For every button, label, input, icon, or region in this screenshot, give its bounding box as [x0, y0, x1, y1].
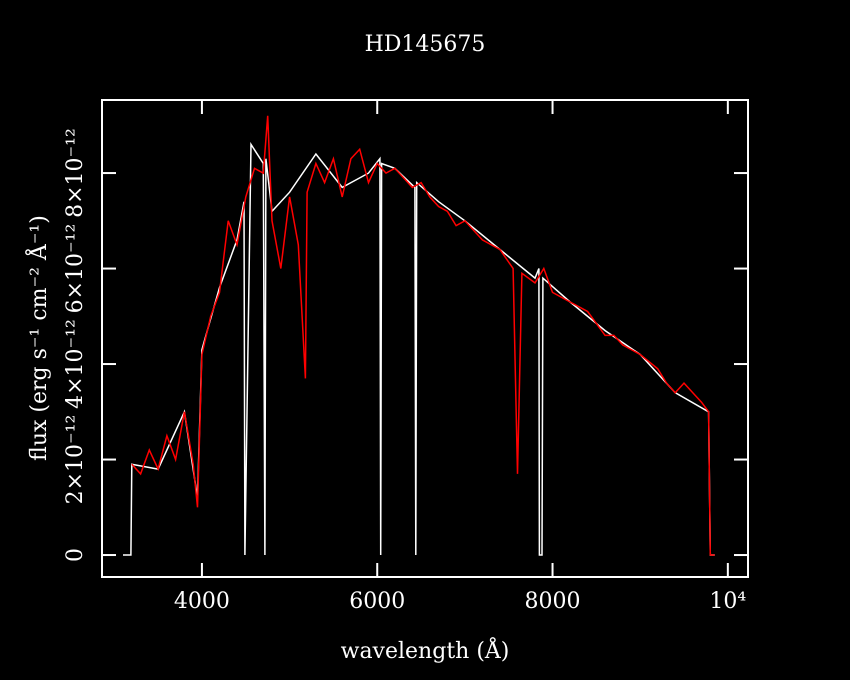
y-axis-label: flux (erg s⁻¹ cm⁻² Å⁻¹)	[24, 215, 52, 461]
y-tick-label: 2×10⁻¹²	[63, 415, 88, 505]
x-axis-label: wavelength (Å)	[341, 636, 510, 664]
x-tick-label: 6000	[349, 589, 405, 614]
x-tick-label: 10⁴	[709, 589, 746, 614]
x-tick-label: 8000	[525, 589, 581, 614]
x-tick-label: 4000	[174, 589, 230, 614]
spectrum-line	[123, 141, 715, 556]
spectrum-line	[131, 115, 715, 556]
y-tick-label: 0	[63, 548, 88, 562]
y-tick-label: 8×10⁻¹²	[63, 128, 88, 218]
y-tick-label: 6×10⁻¹²	[63, 224, 88, 314]
chart-title: HD145675	[365, 32, 486, 57]
plot-frame	[101, 99, 749, 578]
y-tick-label: 4×10⁻¹²	[63, 319, 88, 409]
